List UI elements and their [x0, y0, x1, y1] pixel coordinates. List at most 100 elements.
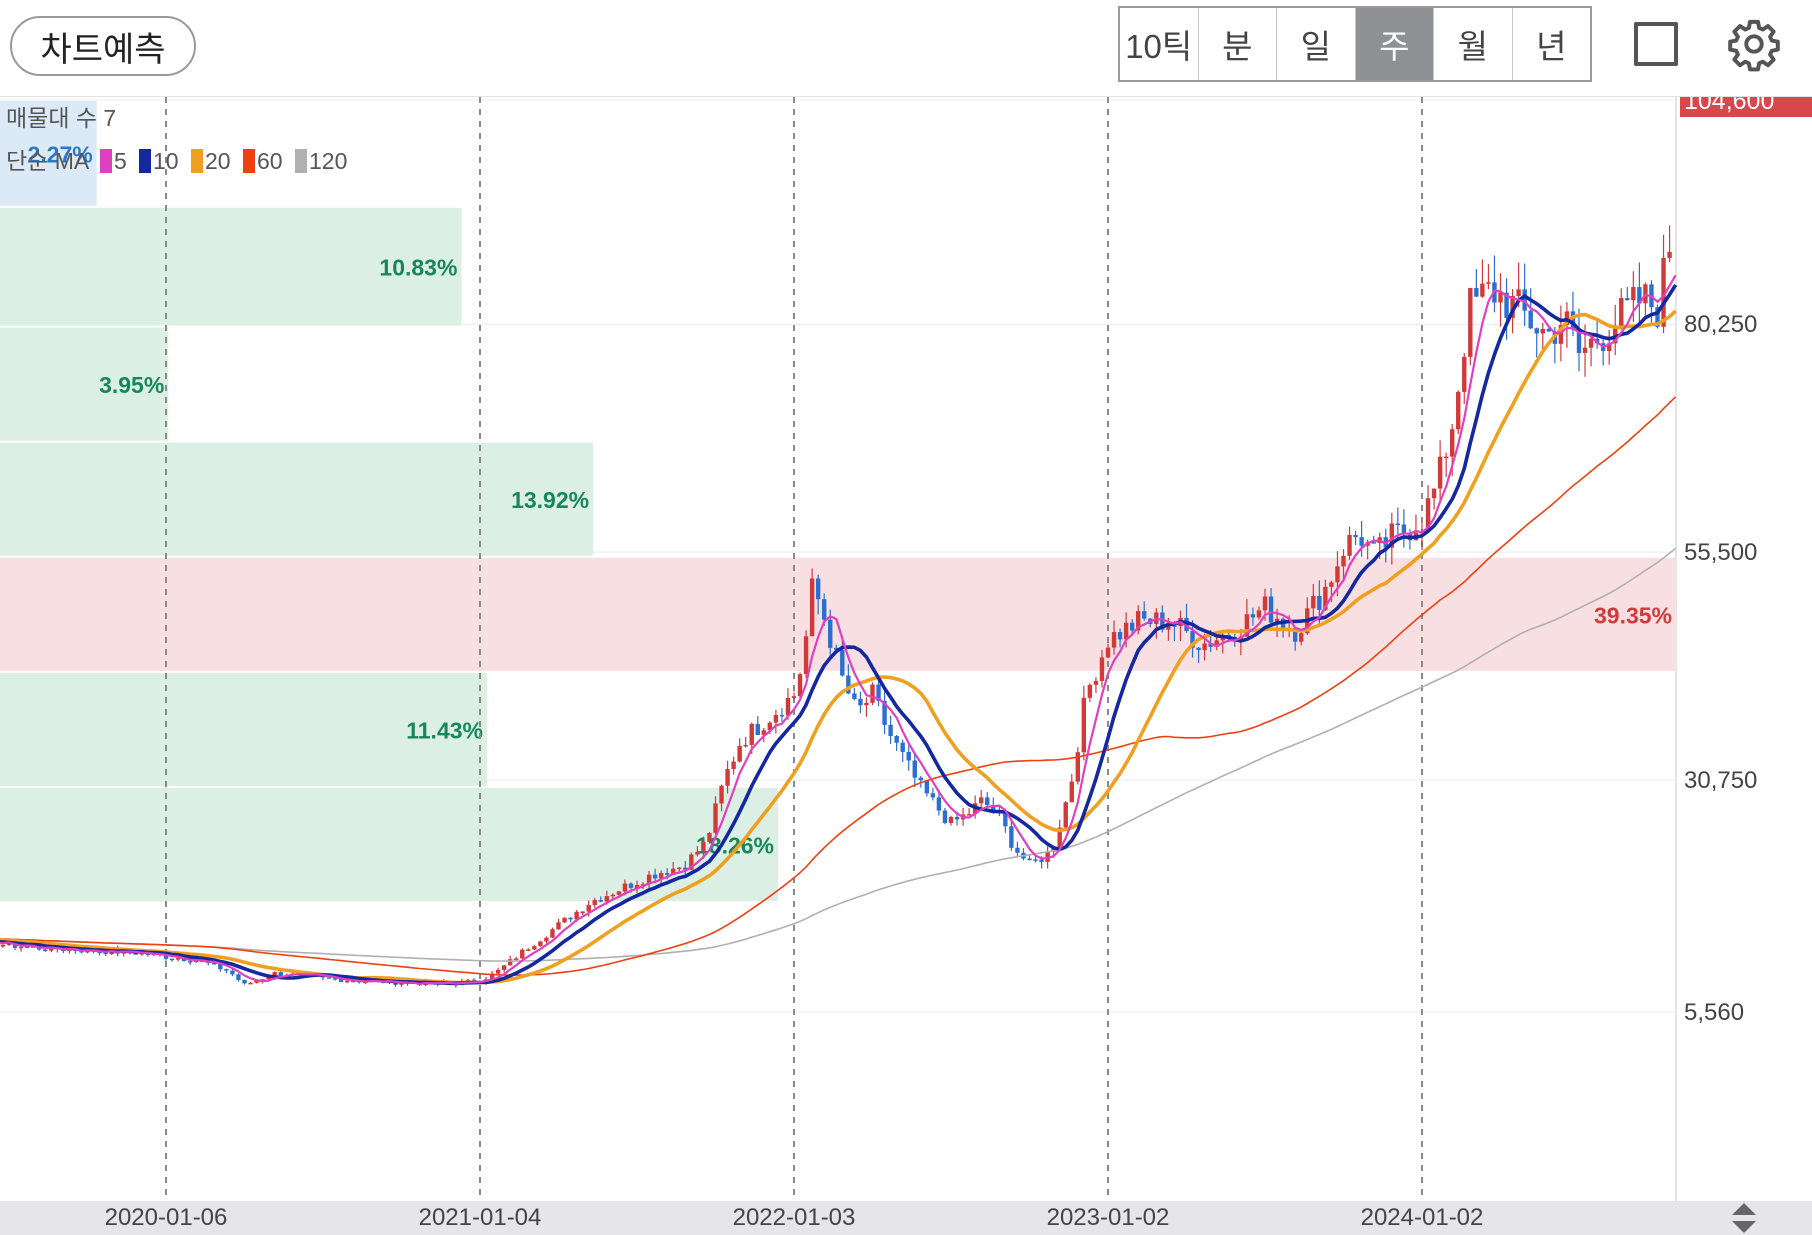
- candle-body: [785, 697, 791, 716]
- candle-body: [338, 978, 344, 982]
- candle-body: [489, 973, 495, 980]
- candle-body: [212, 963, 217, 965]
- volume-profile-title: 매물대 수 7: [6, 105, 116, 131]
- candle-body: [103, 951, 108, 955]
- candle-body: [610, 894, 616, 897]
- tab-week[interactable]: 주: [1355, 8, 1434, 80]
- tab-day[interactable]: 일: [1277, 8, 1356, 80]
- candle-body: [544, 937, 549, 942]
- ma-line-60: [0, 396, 1677, 976]
- volume-profile-percent: 13.92%: [511, 487, 589, 513]
- candle-body: [1135, 611, 1141, 631]
- candle-body: [1323, 586, 1328, 610]
- candle-body: [846, 675, 851, 694]
- candle-body: [622, 883, 628, 892]
- tab-year[interactable]: 년: [1536, 28, 1567, 65]
- candle-body: [133, 952, 139, 955]
- candle-body: [1504, 292, 1509, 318]
- candle-body: [1099, 657, 1105, 681]
- ma-legend-swatch: [243, 149, 255, 173]
- candle-body: [658, 873, 664, 879]
- chart-predict-button[interactable]: 차트예측: [10, 16, 196, 76]
- candle-body: [1498, 292, 1503, 303]
- volume-profile-percent: 11.43%: [406, 717, 483, 743]
- candle-body: [550, 929, 555, 938]
- candle-body: [568, 917, 573, 920]
- candle-body: [870, 684, 875, 703]
- candle-body: [912, 760, 917, 778]
- candle-body: [1576, 329, 1582, 353]
- volume-profile-bar: [0, 672, 487, 786]
- candle-body: [755, 724, 760, 735]
- candle-body: [248, 982, 253, 985]
- candle-body: [163, 954, 169, 959]
- candle-body: [978, 797, 984, 804]
- tab-10tick[interactable]: 10틱: [1120, 8, 1199, 80]
- candle-body: [501, 965, 507, 970]
- candle-body: [1401, 524, 1407, 534]
- candle-body: [1540, 329, 1545, 334]
- candle-body: [1262, 596, 1268, 611]
- candle-body: [1111, 632, 1117, 648]
- candle-body: [1214, 640, 1219, 647]
- candle-body: [1468, 288, 1473, 357]
- candle-body: [181, 958, 187, 962]
- toolbar: 차트예측 10틱 분 일 주 월 년: [0, 0, 1812, 97]
- candle-body: [193, 960, 199, 963]
- candle-body: [1087, 684, 1093, 698]
- stock-chart[interactable]: 2.27%10.83%3.95%13.92%39.35%11.43%18.26%…: [0, 97, 1812, 1235]
- candle-body: [1160, 612, 1165, 630]
- volume-profile-bar: [0, 442, 594, 556]
- candle-body: [586, 905, 591, 912]
- candle-body: [616, 891, 622, 895]
- candle-body: [1299, 633, 1304, 642]
- tab-month[interactable]: 월: [1434, 8, 1513, 80]
- candle-body: [230, 970, 235, 975]
- candle-body: [520, 949, 525, 959]
- candle-body: [1039, 859, 1044, 862]
- candle-body: [236, 974, 241, 980]
- candle-body: [326, 977, 332, 979]
- candle-body: [1003, 811, 1008, 827]
- ma-legend-period: 20: [205, 148, 231, 174]
- candle-body: [1480, 283, 1485, 297]
- candle-body: [224, 969, 229, 971]
- candle-body: [556, 922, 561, 930]
- candle-body: [1335, 566, 1340, 583]
- current-price-label: 104,600: [1684, 97, 1774, 115]
- candle-body: [858, 698, 863, 706]
- candle-body: [1456, 391, 1461, 430]
- y-axis-tick-label: 80,250: [1684, 311, 1757, 338]
- candle-body: [906, 751, 911, 761]
- candle-body: [507, 959, 513, 966]
- candle-body: [719, 785, 724, 804]
- candle-body: [707, 832, 712, 842]
- ma-legend-swatch: [139, 149, 151, 173]
- candle-body: [1075, 752, 1081, 782]
- candle-body: [1631, 287, 1636, 301]
- candle-body: [1661, 257, 1666, 327]
- gear-icon[interactable]: [1726, 16, 1782, 72]
- x-axis-band: [0, 1201, 1812, 1235]
- candle-body: [809, 578, 815, 637]
- candle-body: [991, 804, 996, 812]
- candle-body: [218, 963, 223, 970]
- candle-body: [840, 649, 845, 676]
- tab-minute[interactable]: 분: [1199, 8, 1277, 80]
- volume-profile-percent: 3.95%: [99, 372, 164, 398]
- candle-body: [532, 946, 537, 950]
- candle-body: [43, 949, 48, 951]
- candle-body: [272, 972, 277, 978]
- candle-body: [1317, 595, 1322, 610]
- candle-body: [604, 896, 610, 902]
- candle-body: [1196, 647, 1201, 651]
- candle-body: [677, 867, 682, 870]
- y-axis-tick-label: 30,750: [1684, 767, 1757, 794]
- candle-body: [779, 714, 785, 717]
- candle-body: [1431, 488, 1437, 499]
- candle-body: [1625, 298, 1630, 301]
- square-icon[interactable]: [1634, 22, 1678, 66]
- candle-body: [1311, 595, 1316, 609]
- candle-body: [242, 979, 247, 984]
- candle-body: [1637, 287, 1642, 304]
